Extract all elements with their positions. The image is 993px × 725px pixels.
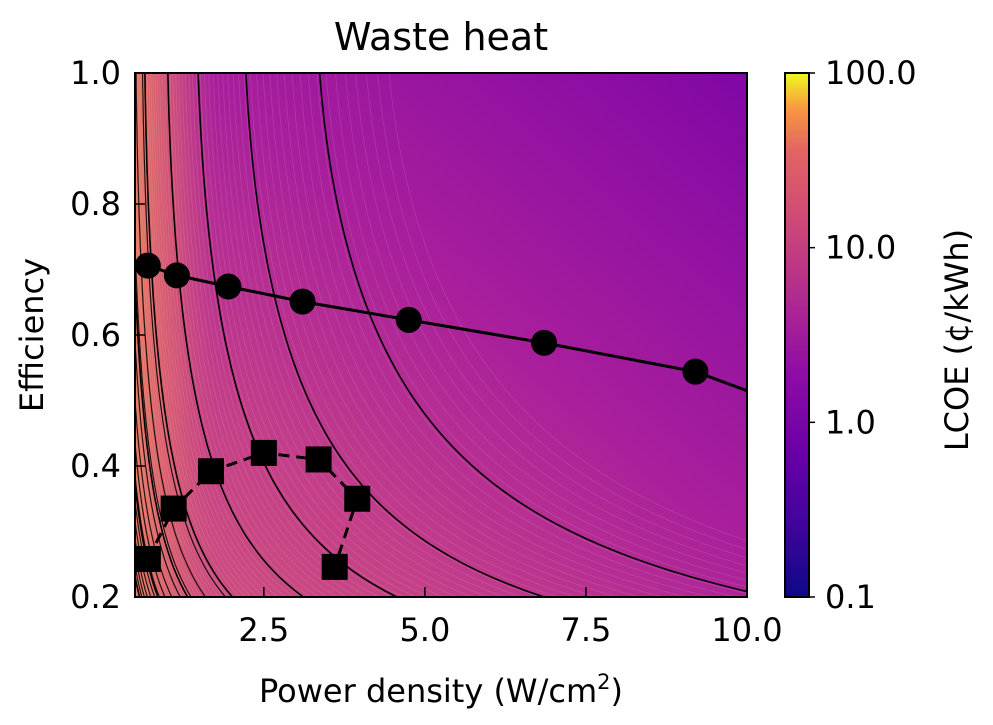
colorbar-tick-label: 10.0 bbox=[825, 229, 896, 267]
fine-contour bbox=[148, 73, 246, 597]
fine-contour bbox=[291, 73, 686, 597]
fine-contour bbox=[164, 73, 294, 597]
x-axis-ticks: 2.5 5.0 7.5 10.0 bbox=[238, 587, 783, 649]
fine-contour bbox=[199, 73, 404, 597]
chart-title: Waste heat bbox=[334, 15, 548, 59]
fine-contour bbox=[283, 73, 663, 597]
colorbar-ticks: 0.1 1.0 10.0 100.0 bbox=[809, 54, 917, 616]
fine-contour bbox=[178, 73, 338, 597]
fine-contour bbox=[222, 73, 473, 597]
fine-contour bbox=[217, 73, 458, 597]
contour-line-dense bbox=[135, 328, 181, 597]
contour-line-dense bbox=[135, 469, 160, 597]
contour-line bbox=[318, 73, 747, 593]
circle-marker bbox=[215, 273, 242, 300]
fine-contour bbox=[188, 73, 369, 597]
fine-contour bbox=[192, 73, 380, 597]
fine-contour bbox=[208, 73, 430, 597]
fine-contour bbox=[159, 73, 279, 597]
fine-contour bbox=[388, 73, 747, 542]
y-tick-label: 0.2 bbox=[70, 578, 121, 616]
circle-marker bbox=[289, 288, 316, 315]
y-tick-label: 0.4 bbox=[70, 447, 121, 485]
square-marker bbox=[198, 458, 225, 485]
fine-contour bbox=[377, 73, 747, 550]
x-tick-label: 5.0 bbox=[399, 611, 450, 649]
contour-line-dense bbox=[135, 392, 173, 597]
fine-contour bbox=[185, 73, 358, 597]
contour-line-dense bbox=[135, 495, 156, 597]
y-axis-ticks: 0.2 0.4 0.6 0.8 1.0 bbox=[70, 54, 145, 616]
fine-contour bbox=[169, 73, 310, 597]
fine-contour bbox=[154, 73, 265, 597]
fine-contour bbox=[135, 421, 168, 597]
fine-contour bbox=[152, 73, 258, 597]
fine-contour bbox=[335, 73, 747, 581]
fine-contour bbox=[156, 73, 272, 597]
square-marker bbox=[305, 446, 332, 473]
fine-contour bbox=[135, 403, 171, 597]
fine-contour bbox=[249, 73, 558, 597]
fine-contour bbox=[316, 73, 747, 594]
colorbar-tick-label: 0.1 bbox=[825, 578, 876, 616]
contour-line bbox=[167, 73, 304, 597]
fine-contour bbox=[161, 73, 286, 597]
fine-contour bbox=[238, 73, 522, 597]
circle-marker bbox=[682, 358, 709, 385]
fine-contour bbox=[195, 73, 392, 597]
contour-line bbox=[197, 73, 398, 597]
square-marker bbox=[135, 546, 161, 573]
square-marker bbox=[250, 439, 277, 466]
circle-marker bbox=[135, 252, 161, 279]
square-marker bbox=[160, 495, 187, 522]
fine-contour bbox=[150, 73, 252, 597]
colorbar-tick-label: 1.0 bbox=[825, 403, 876, 441]
fine-contour bbox=[212, 73, 444, 597]
fine-contour bbox=[269, 73, 618, 597]
y-tick-label: 1.0 bbox=[70, 54, 121, 92]
x-axis-label: Power density (W/cm2) bbox=[259, 670, 623, 710]
fine-contour bbox=[146, 73, 240, 597]
fine-contour bbox=[243, 73, 540, 597]
contour-line bbox=[245, 73, 545, 597]
fine-contour bbox=[355, 73, 747, 567]
fine-contour bbox=[135, 384, 174, 597]
square-marker bbox=[344, 485, 371, 512]
fine-contour bbox=[299, 73, 711, 597]
contour-line-dense bbox=[135, 435, 166, 597]
fine-contour bbox=[181, 73, 348, 597]
fine-contour bbox=[172, 73, 319, 597]
data-series bbox=[135, 252, 747, 580]
circle-marker bbox=[395, 306, 422, 333]
fine-contour bbox=[307, 73, 737, 597]
fine-contour bbox=[276, 73, 640, 597]
circle-marker bbox=[163, 262, 190, 289]
fine-contour bbox=[135, 452, 163, 597]
heatmap-surface bbox=[135, 73, 747, 597]
fine-contour bbox=[175, 73, 328, 597]
contour-line bbox=[135, 475, 159, 597]
y-tick-label: 0.8 bbox=[70, 185, 121, 223]
fine-contour bbox=[256, 73, 577, 597]
fine-contour bbox=[262, 73, 597, 597]
square-marker bbox=[321, 553, 348, 580]
colorbar bbox=[784, 72, 810, 598]
fine-contour bbox=[345, 73, 747, 574]
y-tick-label: 0.6 bbox=[70, 316, 121, 354]
x-tick-label: 10.0 bbox=[711, 611, 782, 649]
colorbar-tick-label: 100.0 bbox=[825, 54, 917, 92]
fine-contour bbox=[365, 73, 747, 559]
fine-contour bbox=[325, 73, 747, 588]
fine-contour bbox=[135, 362, 177, 597]
colorbar-label: LCOE (¢/kWh) bbox=[938, 229, 976, 451]
x-tick-label: 7.5 bbox=[561, 611, 612, 649]
x-tick-label: 2.5 bbox=[238, 611, 289, 649]
circle-marker bbox=[531, 329, 558, 356]
y-axis-label: Efficiency bbox=[13, 258, 51, 412]
fine-contour bbox=[204, 73, 417, 597]
